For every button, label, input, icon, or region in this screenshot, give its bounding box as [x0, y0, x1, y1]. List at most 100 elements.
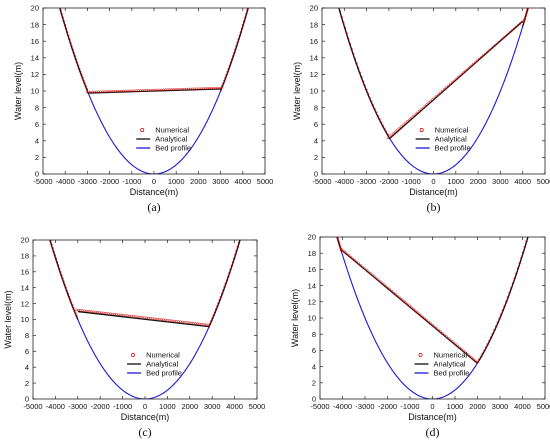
y-tick-label: 6 — [35, 120, 39, 129]
numerical-marker — [392, 131, 395, 135]
x-tick-label: 1000 — [168, 177, 185, 186]
x-axis-title: Distance(m) — [409, 187, 458, 197]
numerical-marker — [479, 355, 483, 358]
numerical-marker — [476, 361, 479, 364]
numerical-marker — [421, 106, 424, 109]
numerical-marker — [479, 56, 483, 59]
chart-panel-4: -5000 -4000 -3000 -2000 -1000 0 1000 2000 3000 40… — [290, 192, 550, 439]
x-tick-label: -1000 — [122, 177, 141, 186]
numerical-marker — [472, 62, 475, 66]
numerical-marker — [406, 302, 409, 306]
numerical-marker — [326, 197, 328, 199]
numerical-marker — [71, 48, 74, 51]
numerical-marker — [173, 319, 177, 323]
numerical-marker — [325, 195, 327, 197]
y-tick-label: 10 — [21, 315, 29, 324]
numerical-marker — [505, 300, 508, 303]
legend-marker-numerical — [131, 353, 136, 357]
legend-marker-numerical — [418, 353, 423, 357]
numerical-marker — [154, 317, 158, 321]
numerical-marker — [402, 123, 405, 126]
numerical-marker — [447, 336, 450, 340]
numerical-marker — [416, 311, 419, 314]
x-tick-label: 3000 — [204, 402, 221, 411]
numerical-marker — [66, 31, 69, 34]
numerical-marker — [86, 309, 90, 313]
numerical-marker — [222, 289, 225, 292]
legend-label: Numerical — [146, 351, 180, 360]
x-tick-label: 1000 — [447, 402, 464, 411]
numerical-marker — [491, 332, 494, 336]
numerical-marker — [394, 130, 397, 133]
x-tick-label: -4000 — [46, 402, 65, 411]
numerical-marker — [484, 346, 488, 349]
x-tick-label: -2000 — [91, 402, 110, 411]
numerical-marker — [64, 286, 67, 289]
numerical-marker — [433, 325, 436, 328]
numerical-marker — [518, 262, 521, 265]
numerical-marker — [370, 100, 373, 103]
numerical-marker — [57, 1, 59, 3]
numerical-marker — [367, 270, 370, 273]
numerical-marker — [539, 192, 541, 194]
numerical-marker — [460, 348, 464, 351]
numerical-marker — [54, 257, 58, 260]
numerical-marker — [94, 310, 97, 314]
numerical-marker — [79, 309, 82, 312]
numerical-marker — [179, 320, 182, 323]
numerical-marker — [141, 316, 144, 319]
numerical-marker — [100, 311, 103, 314]
numerical-marker — [212, 314, 215, 317]
numerical-marker — [45, 225, 47, 227]
numerical-marker — [118, 313, 122, 316]
y-tick-label: 12 — [310, 70, 318, 79]
numerical-marker — [532, 217, 534, 219]
numerical-marker — [478, 358, 481, 361]
numerical-marker — [386, 286, 390, 290]
numerical-marker — [437, 93, 440, 96]
numerical-marker — [358, 71, 361, 74]
numerical-marker — [74, 58, 78, 61]
numerical-marker — [335, 232, 337, 234]
numerical-marker — [328, 205, 330, 207]
x-tick-label: -3000 — [78, 177, 97, 186]
y-axis-title: Water level(m) — [292, 62, 302, 120]
numerical-marker — [126, 314, 129, 317]
numerical-marker — [105, 312, 109, 315]
numerical-marker — [508, 291, 511, 294]
x-tick-label: 5000 — [537, 177, 550, 186]
numerical-marker — [101, 311, 105, 314]
x-tick-label: -3000 — [357, 177, 376, 186]
y-tick-label: 8 — [314, 103, 318, 112]
numerical-marker — [192, 322, 195, 325]
numerical-marker — [168, 319, 171, 322]
numerical-marker — [156, 317, 160, 321]
x-tick-label: -2000 — [379, 177, 398, 186]
numerical-marker — [501, 37, 504, 40]
numerical-marker — [493, 44, 496, 47]
numerical-marker — [239, 31, 242, 34]
numerical-marker — [373, 275, 376, 278]
y-tick-label: 16 — [21, 268, 29, 277]
numerical-marker — [202, 323, 205, 326]
numerical-marker — [366, 92, 370, 96]
numerical-marker — [68, 298, 72, 301]
numerical-marker — [404, 121, 407, 125]
numerical-marker — [205, 323, 209, 326]
y-tick-label: 8 — [312, 330, 316, 339]
numerical-marker — [408, 118, 411, 121]
numerical-marker — [443, 333, 446, 337]
numerical-marker — [38, 198, 40, 200]
numerical-marker — [464, 69, 467, 72]
numerical-marker — [344, 251, 347, 254]
numerical-marker — [329, 209, 331, 211]
y-tick-label: 14 — [310, 54, 318, 63]
numerical-marker — [336, 234, 338, 236]
numerical-marker — [166, 319, 169, 322]
numerical-marker — [67, 295, 71, 298]
numerical-marker — [503, 35, 506, 39]
y-tick-label: 12 — [21, 299, 29, 308]
numerical-marker — [61, 16, 64, 19]
